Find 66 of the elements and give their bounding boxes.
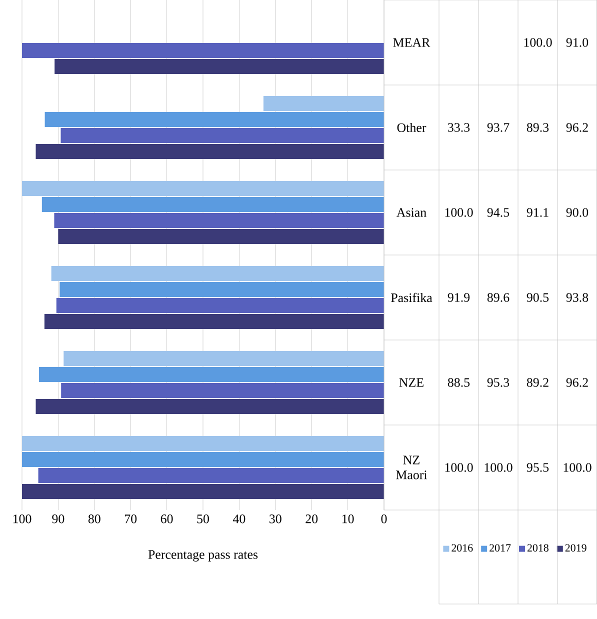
bar <box>51 266 384 282</box>
bar <box>56 298 384 314</box>
bar <box>60 128 384 144</box>
data-label: 100.0 <box>445 208 473 217</box>
data-label: 100.0 <box>564 463 592 472</box>
y-tick-label: Pasifika <box>391 292 432 302</box>
legend-label: 2018 <box>527 544 548 552</box>
data-label: 95.5 <box>526 463 549 472</box>
data-label: 88.5 <box>448 378 470 387</box>
data-label: 91.0 <box>566 38 588 47</box>
data-label: 94.5 <box>487 208 510 217</box>
y-tick-label: MEAR <box>393 38 430 47</box>
legend-label: 2016 <box>452 544 473 552</box>
bar <box>22 452 384 468</box>
x-tick-label: 10 <box>342 514 354 524</box>
data-label: 90.0 <box>566 208 588 217</box>
x-tick-label: 90 <box>52 514 64 524</box>
bar <box>60 282 384 298</box>
y-tick-label: NZ Maori <box>396 456 428 480</box>
bar <box>44 112 384 128</box>
data-label: 89.3 <box>526 123 549 132</box>
x-tick-label: 100 <box>13 514 32 524</box>
data-label: 95.3 <box>487 378 510 387</box>
bar <box>263 96 384 112</box>
legend-label: 2017 <box>490 544 511 552</box>
bar <box>58 229 384 244</box>
y-tick-label: Asian <box>396 208 426 217</box>
bar <box>22 436 384 452</box>
bar <box>22 43 384 58</box>
data-label: 96.2 <box>566 123 588 132</box>
bar <box>38 468 384 484</box>
x-tick-label: 60 <box>160 514 173 524</box>
x-tick-label: 0 <box>381 514 387 524</box>
data-label: 100.0 <box>524 38 552 47</box>
bar <box>36 144 384 160</box>
bar <box>54 59 384 74</box>
x-tick-label: 80 <box>88 514 100 524</box>
data-label: 91.1 <box>526 208 548 217</box>
x-axis-title: Percentage pass rates <box>148 550 258 562</box>
data-label: 100.0 <box>445 463 473 472</box>
data-label: 93.7 <box>487 123 510 132</box>
bar <box>64 351 384 366</box>
data-label: 33.3 <box>448 123 470 132</box>
y-tick-label: NZE <box>399 378 424 387</box>
data-label: 89.6 <box>487 293 510 302</box>
data-label: 91.9 <box>448 293 470 302</box>
data-label: 96.2 <box>566 378 588 387</box>
bar <box>39 367 384 382</box>
data-label: 90.5 <box>526 293 549 302</box>
bar <box>36 399 384 414</box>
bar <box>54 213 384 228</box>
bar <box>22 484 384 500</box>
data-label: 100.0 <box>484 463 512 472</box>
bar <box>61 383 384 398</box>
bar <box>44 314 384 330</box>
data-label: 93.8 <box>566 293 588 302</box>
x-tick-label: 20 <box>306 514 318 524</box>
x-tick-label: 30 <box>270 514 282 524</box>
data-label: 89.2 <box>526 378 548 387</box>
legend-label: 2019 <box>565 544 586 552</box>
x-tick-label: 40 <box>232 514 246 524</box>
bar <box>22 181 384 196</box>
bar <box>42 197 384 212</box>
x-tick-label: 70 <box>124 514 137 524</box>
x-tick-label: 50 <box>197 514 209 524</box>
y-tick-label: Other <box>397 122 426 132</box>
